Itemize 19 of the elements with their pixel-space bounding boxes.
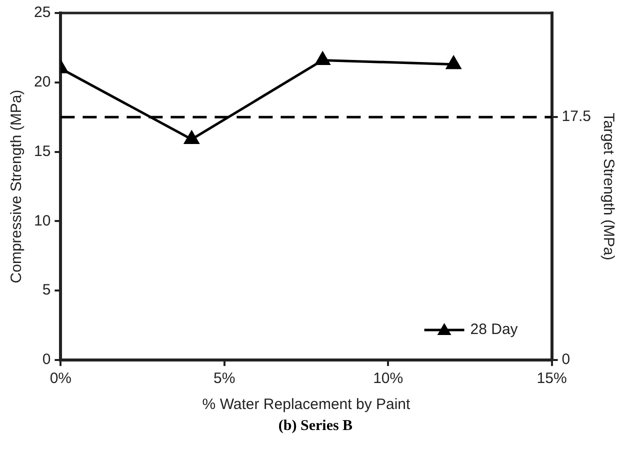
y-axis-title: Compressive Strength (MPa) <box>8 90 26 284</box>
y2-tick-label: 17.5 <box>562 108 592 126</box>
y-tick-label: 20 <box>34 74 51 91</box>
point <box>315 52 330 65</box>
x-tick-label: 15% <box>536 370 567 388</box>
y-tick-label: 25 <box>34 4 51 22</box>
y2-axis-title: Target Strength (MPa) <box>600 112 617 260</box>
x-tick-label: 5% <box>214 370 236 388</box>
point <box>446 56 461 70</box>
y-tick-label: 15 <box>34 142 51 160</box>
x-tick-label: 10% <box>373 370 404 388</box>
y-tick-label: 10 <box>34 212 51 230</box>
y2-tick-label: 0 <box>562 351 570 368</box>
text: (b) Series B <box>277 418 354 435</box>
x-axis-title: % Water Replacement by Paint <box>202 396 412 414</box>
y-tick-label: 5 <box>42 282 51 299</box>
x-tick-label: 0% <box>50 370 72 388</box>
legend-label: 28 Day <box>470 321 518 338</box>
y-tick-label: 0 <box>42 351 51 368</box>
